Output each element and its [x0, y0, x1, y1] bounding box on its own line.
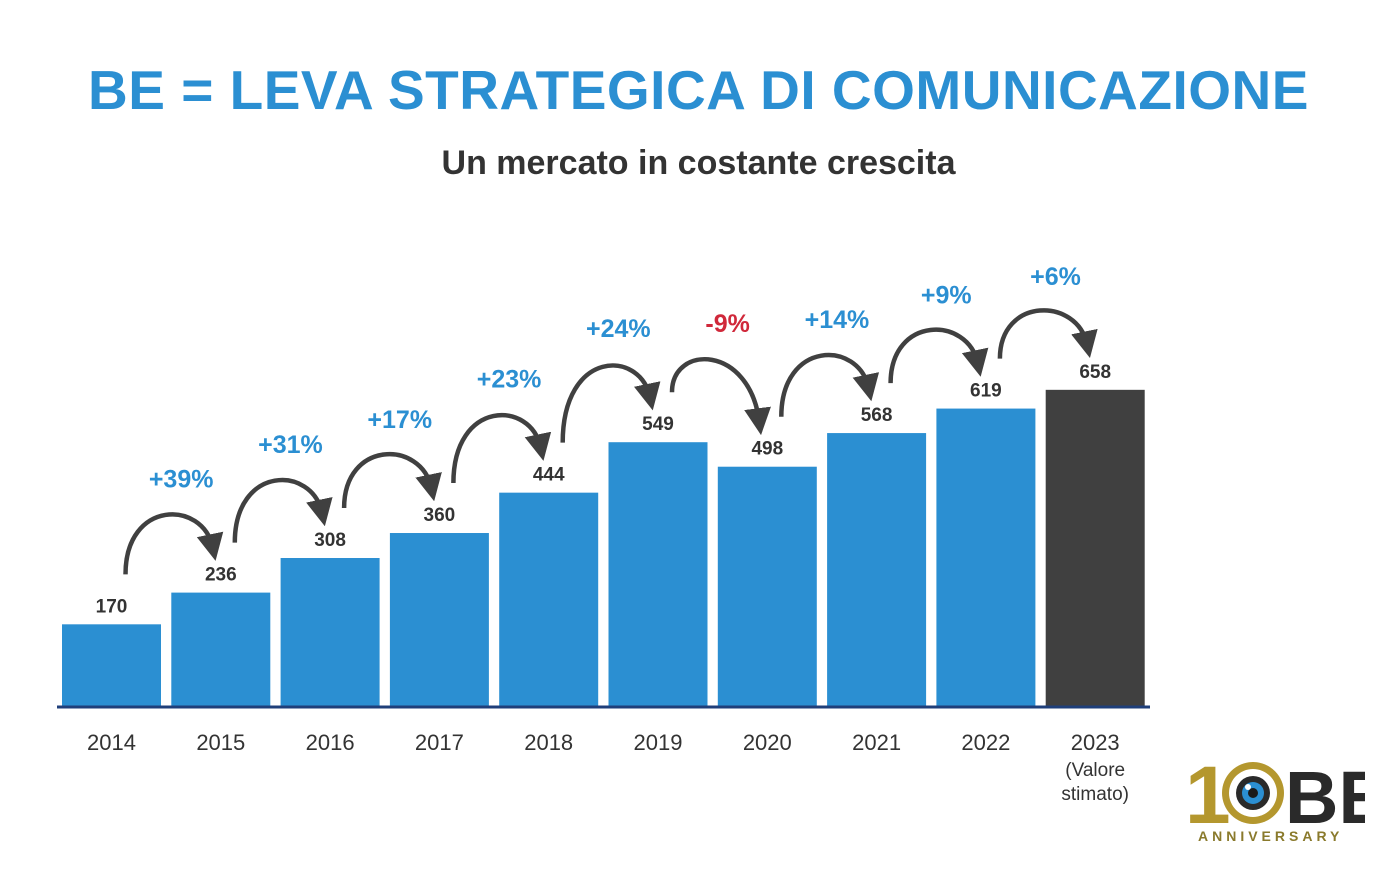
growth-label-2021: +14% [805, 306, 870, 334]
growth-label-2023: +6% [1030, 263, 1081, 291]
bar-2020 [717, 466, 817, 706]
growth-arrow-2021-2022 [888, 327, 989, 384]
growth-arrow-2018-2019 [560, 363, 661, 443]
growth-arrow-2017-2018 [451, 413, 552, 484]
growth-label-2015: +39% [149, 466, 214, 494]
growth-arrow-2020-2021 [779, 352, 880, 417]
value-label-2022: 619 [970, 381, 1002, 402]
x-tick-2014: 2014 [87, 730, 136, 755]
page-title: BE = LEVA STRATEGICA DI COMUNICAZIONE [88, 59, 1309, 121]
x-tick-2016: 2016 [306, 730, 355, 755]
x-tick-note-2023: stimato) [1061, 784, 1129, 805]
bar-2017 [389, 533, 489, 706]
bar-2018 [499, 492, 599, 706]
bar-2022 [936, 408, 1036, 706]
x-tick-2020: 2020 [743, 730, 792, 755]
x-tick-2017: 2017 [415, 730, 464, 755]
x-tick-2023: 2023 [1071, 730, 1120, 755]
x-tick-2022: 2022 [961, 730, 1010, 755]
value-label-2021: 568 [861, 405, 893, 426]
value-label-2014: 170 [96, 596, 128, 617]
bar-2016 [280, 558, 380, 706]
growth-label-2016: +31% [258, 431, 323, 459]
value-label-2019: 549 [642, 414, 674, 435]
growth-label-2020: -9% [705, 310, 749, 338]
x-tick-2015: 2015 [196, 730, 245, 755]
value-label-2018: 444 [533, 465, 565, 486]
x-tick-note-2023: (Valore [1065, 760, 1125, 781]
x-tick-2018: 2018 [524, 730, 573, 755]
bar-2021 [827, 433, 927, 706]
growth-label-2017: +17% [367, 406, 432, 434]
growth-arrow-2014-2015 [123, 512, 224, 575]
value-label-2017: 360 [424, 505, 456, 526]
growth-label-2019: +24% [586, 315, 651, 343]
x-tick-2021: 2021 [852, 730, 901, 755]
bar-2014 [62, 624, 161, 706]
growth-label-2018: +23% [477, 366, 542, 394]
value-label-2020: 498 [751, 439, 783, 460]
growth-arrow-2015-2016 [232, 477, 333, 543]
growth-arrow-2022-2023 [997, 308, 1098, 359]
value-label-2016: 308 [314, 530, 346, 551]
logo-brand: BE [1285, 756, 1365, 833]
growth-arrow-2016-2017 [341, 452, 442, 509]
value-label-2023: 658 [1079, 362, 1111, 383]
page-subtitle: Un mercato in costante crescita [441, 144, 956, 182]
growth-label-2022: +9% [921, 282, 972, 310]
logo-anniversary-text: ANNIVERSARY [1198, 828, 1344, 844]
growth-arrow-2019-2020 [669, 357, 771, 436]
bar-2015 [171, 592, 271, 706]
x-tick-2019: 2019 [634, 730, 683, 755]
bar-2023 [1045, 389, 1145, 706]
value-label-2015: 236 [205, 565, 237, 586]
bar-2019 [608, 442, 708, 706]
eye-icon [1222, 762, 1284, 824]
